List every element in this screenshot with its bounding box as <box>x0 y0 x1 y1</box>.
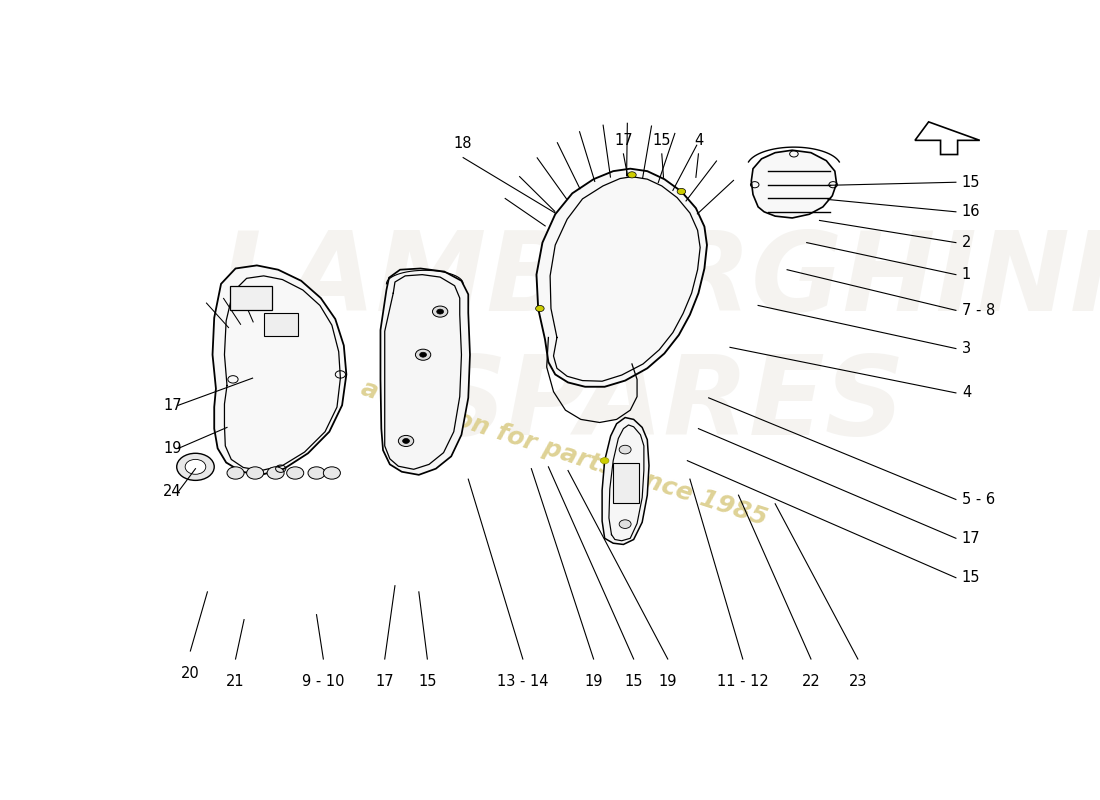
Text: 3: 3 <box>961 341 971 356</box>
Text: 15: 15 <box>961 174 980 190</box>
Circle shape <box>185 459 206 474</box>
Text: 20: 20 <box>182 666 200 681</box>
Circle shape <box>678 188 685 194</box>
Text: a passion for parts since 1985: a passion for parts since 1985 <box>358 376 770 530</box>
Circle shape <box>177 454 214 480</box>
Polygon shape <box>537 169 707 386</box>
Text: 15: 15 <box>961 570 980 586</box>
Text: 7 - 8: 7 - 8 <box>961 303 996 318</box>
Circle shape <box>628 172 636 178</box>
Text: 24: 24 <box>163 484 182 499</box>
Bar <box>230 286 272 310</box>
Polygon shape <box>915 122 980 154</box>
Text: 15: 15 <box>625 674 642 689</box>
Circle shape <box>437 309 443 314</box>
Text: 16: 16 <box>961 204 980 219</box>
Text: 4: 4 <box>961 386 971 401</box>
Text: 21: 21 <box>227 674 245 689</box>
Text: 9 - 10: 9 - 10 <box>302 674 344 689</box>
Text: 18: 18 <box>454 137 472 151</box>
Text: 2: 2 <box>961 235 971 250</box>
Polygon shape <box>381 269 470 475</box>
Circle shape <box>536 306 544 311</box>
Circle shape <box>619 520 631 529</box>
Text: 19: 19 <box>659 674 676 689</box>
Text: 13 - 14: 13 - 14 <box>497 674 549 689</box>
Text: 19: 19 <box>584 674 603 689</box>
Text: 15: 15 <box>652 133 671 148</box>
Circle shape <box>308 467 326 479</box>
Polygon shape <box>751 150 836 218</box>
Text: 17: 17 <box>614 133 632 148</box>
Text: 17: 17 <box>163 398 182 413</box>
Circle shape <box>323 467 340 479</box>
Text: 5 - 6: 5 - 6 <box>961 492 996 507</box>
Text: 17: 17 <box>961 530 980 546</box>
Circle shape <box>287 467 304 479</box>
Text: 19: 19 <box>163 441 182 456</box>
Circle shape <box>601 458 609 464</box>
Text: 1: 1 <box>961 267 971 282</box>
Text: 23: 23 <box>848 674 867 689</box>
Text: 11 - 12: 11 - 12 <box>717 674 769 689</box>
Text: 22: 22 <box>802 674 821 689</box>
Polygon shape <box>212 266 346 475</box>
Text: 15: 15 <box>418 674 437 689</box>
Polygon shape <box>602 418 649 545</box>
Circle shape <box>246 467 264 479</box>
Circle shape <box>432 306 448 317</box>
Bar <box>264 313 298 336</box>
Circle shape <box>227 467 244 479</box>
Circle shape <box>619 446 631 454</box>
Text: 4: 4 <box>694 133 703 148</box>
Bar <box>613 462 639 502</box>
Circle shape <box>398 435 414 446</box>
Circle shape <box>416 349 431 360</box>
Circle shape <box>420 352 427 357</box>
Circle shape <box>403 438 409 443</box>
Circle shape <box>267 467 284 479</box>
Text: 17: 17 <box>375 674 394 689</box>
Text: LAMBORGHINI
SPARES: LAMBORGHINI SPARES <box>220 227 1100 458</box>
